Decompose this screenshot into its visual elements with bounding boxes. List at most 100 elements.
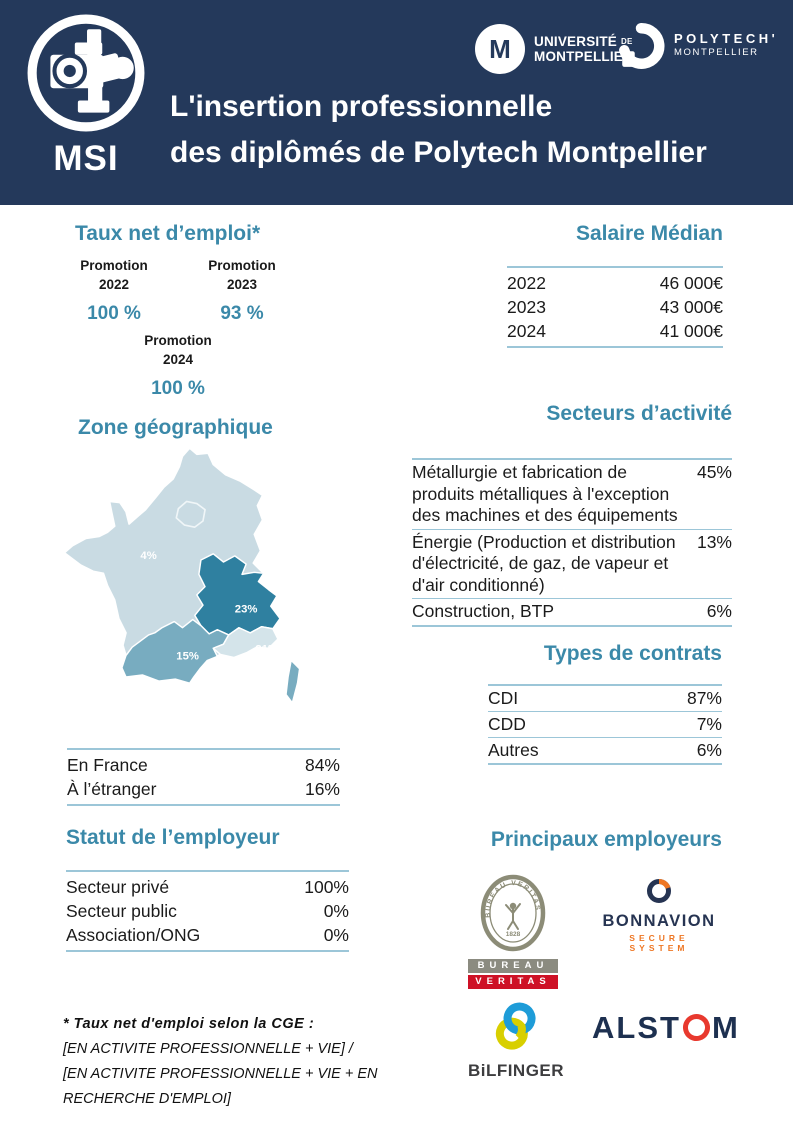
secteur-row-value: 6% <box>706 601 732 621</box>
map-ile-de-france-outline <box>175 500 206 528</box>
promotion-2022-year: 2022 <box>98 277 130 292</box>
polytech-montpellier-logo: POLYTECH' MONTPELLIER <box>617 22 778 70</box>
universite-montpellier-icon: M <box>475 24 525 74</box>
bureau-veritas-year: 1828 <box>506 931 521 938</box>
footnote-line1: * Taux net d'emploi selon la CGE : <box>63 1016 315 1032</box>
promotion-2024-year: 2024 <box>162 352 194 367</box>
table-row: Construction, BTP 6% <box>412 599 732 625</box>
alstom-wordmark-right: M <box>711 1010 740 1045</box>
map-corsica <box>285 659 301 704</box>
promotion-2022-label: Promotion <box>80 258 148 273</box>
map-region-dark <box>194 553 281 636</box>
map-label-medium-region: 15% <box>176 651 199 663</box>
table-row: CDI 87% <box>488 686 722 712</box>
salaire-row-value: 43 000€ <box>659 297 723 317</box>
map-region-light <box>212 625 279 659</box>
universite-montpellier-logo: M UNIVERSITÉ DE MONTPELLIER <box>475 24 633 74</box>
france-map: 4% 23% 15% 31% <box>58 444 310 716</box>
table-row: Autres 6% <box>488 738 722 763</box>
alstom-o-swirl-icon <box>679 1010 713 1045</box>
taux-net-emploi-block: Promotion 2022 100 % Promotion 2023 93 %… <box>58 256 298 400</box>
table-row: À l’étranger 16% <box>67 777 340 801</box>
footnote: * Taux net d'emploi selon la CGE : [EN A… <box>63 1012 383 1112</box>
promotion-2023-value: 93 % <box>220 303 264 324</box>
statut-row-value: 100% <box>304 877 349 897</box>
table-row: En France 84% <box>67 753 340 777</box>
zone-row-value: 84% <box>304 755 340 775</box>
page-title: L'insertion professionnelle des diplômés… <box>170 84 707 176</box>
statut-employeur-table: Secteur privé 100% Secteur public 0% Ass… <box>66 870 349 952</box>
salaire-row-year: 2023 <box>507 297 546 317</box>
map-label-rest-of-france: 4% <box>140 550 156 562</box>
contrat-row-value: 6% <box>696 740 722 760</box>
salaire-row-year: 2022 <box>507 273 546 293</box>
map-label-dark-region: 23% <box>235 603 258 615</box>
secteur-row-value: 13% <box>696 531 732 552</box>
promotion-2024-value: 100 % <box>151 378 205 399</box>
table-row: Énergie (Production et distribution d'él… <box>412 530 732 599</box>
universite-montpellier-wordmark: UNIVERSITÉ DE MONTPELLIER <box>534 34 633 64</box>
heading-zone-geographique: Zone géographique <box>78 416 273 439</box>
map-label-light-region: 31% <box>255 643 278 655</box>
um-name-line1: UNIVERSITÉ <box>534 34 618 49</box>
promotion-2023-year: 2023 <box>226 277 258 292</box>
heading-principaux-employeurs: Principaux employeurs <box>490 828 722 851</box>
heading-secteurs-activite: Secteurs d’activité <box>546 402 732 425</box>
promotion-2022: Promotion 2022 100 % <box>58 256 170 325</box>
polytech-name-line2: MONTPELLIER <box>674 47 759 58</box>
footnote-line3: [EN ACTIVITE PROFESSIONNELLE + VIE + EN <box>63 1066 378 1082</box>
salaire-row-value: 41 000€ <box>659 321 723 341</box>
bureau-veritas-bar-bureau: BUREAU <box>468 959 558 973</box>
table-row: 2023 43 000€ <box>507 295 723 319</box>
promotion-2023-label: Promotion <box>208 258 276 273</box>
secteur-row-label: Construction, BTP <box>412 601 554 621</box>
page-title-line2: des diplômés de Polytech Montpellier <box>170 136 707 169</box>
france-map-svg: 4% 23% 15% 31% <box>63 447 301 704</box>
statut-row-label: Association/ONG <box>66 925 201 945</box>
bureau-veritas-bar-veritas: VERITAS <box>468 975 558 989</box>
promotion-2023: Promotion 2023 93 % <box>186 256 298 325</box>
header-banner: MSI L'insertion professionnelle des dipl… <box>0 0 793 205</box>
contrat-row-label: CDI <box>488 688 519 708</box>
secteur-row-label: Métallurgie et fabrication de produits m… <box>412 462 678 525</box>
zone-geographique-table: En France 84% À l’étranger 16% <box>67 748 340 806</box>
secteur-row-label: Énergie (Production et distribution d'él… <box>412 531 676 595</box>
footnote-line2: [EN ACTIVITE PROFESSIONNELLE + VIE] / <box>63 1041 353 1057</box>
table-row: 2022 46 000€ <box>507 271 723 295</box>
salaire-row-year: 2024 <box>507 321 546 341</box>
contrat-row-value: 87% <box>686 688 722 708</box>
bonnavion-wordmark: BONNAVION <box>602 912 716 930</box>
promotion-2024-label: Promotion <box>144 333 212 348</box>
msi-wordmark: MSI <box>53 139 119 178</box>
footnote-line4: RECHERCHE D'EMPLOI] <box>63 1091 231 1107</box>
secteur-row-value: 45% <box>696 462 732 482</box>
bilfinger-rings-icon <box>495 1002 536 1050</box>
zone-row-label: À l’étranger <box>67 779 157 799</box>
msi-machine-icon <box>27 14 145 132</box>
promotion-2022-value: 100 % <box>87 303 141 324</box>
zone-row-label: En France <box>67 755 148 775</box>
statut-row-value: 0% <box>323 901 349 921</box>
polytech-swirl-icon <box>619 23 665 69</box>
bonnavion-logo: BONNAVION SECURE SYSTEM <box>598 878 720 953</box>
salaire-median-table: 2022 46 000€ 2023 43 000€ 2024 41 000€ <box>507 266 723 348</box>
table-row: CDD 7% <box>488 712 722 738</box>
polytech-wordmark: POLYTECH' MONTPELLIER <box>674 32 778 60</box>
table-row: Métallurgie et fabrication de produits m… <box>412 460 732 530</box>
bilfinger-wordmark: BiLFINGER <box>467 1061 565 1080</box>
statut-row-label: Secteur public <box>66 901 177 921</box>
page-title-line1: L'insertion professionnelle <box>170 90 553 123</box>
table-row: Secteur public 0% <box>66 899 349 923</box>
alstom-wordmark-left: ALST <box>592 1010 681 1045</box>
bureau-veritas-logo: BUREAU VERITAS 1828 BUREAU VERITAS <box>468 874 558 989</box>
heading-types-contrats: Types de contrats <box>543 642 722 665</box>
statut-row-value: 0% <box>323 925 349 945</box>
heading-taux-net-emploi: Taux net d’emploi* <box>75 222 261 245</box>
msi-logo: MSI <box>22 12 150 179</box>
table-row: Secteur privé 100% <box>66 875 349 899</box>
salaire-row-value: 46 000€ <box>659 273 723 293</box>
map-region-medium <box>121 618 230 684</box>
alstom-logo: ALST M <box>592 1010 740 1045</box>
zone-row-value: 16% <box>304 779 340 799</box>
